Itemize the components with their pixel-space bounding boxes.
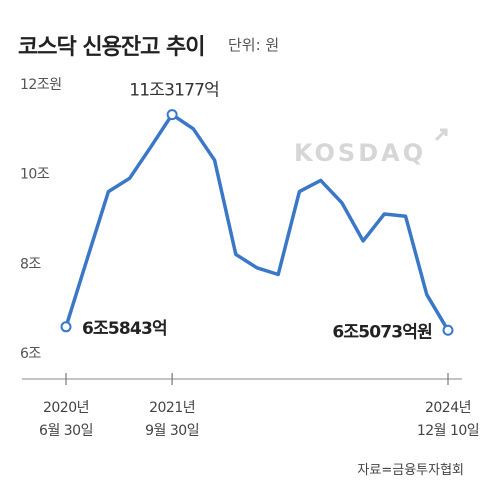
data-label: 6조5843억 <box>82 319 167 339</box>
x-tick-label-year: 2024년 <box>425 400 471 416</box>
x-tick-label-year: 2020년 <box>43 400 89 416</box>
kosdaq-watermark-logo: KOSDAQ <box>294 139 426 167</box>
unit-label: 단위: 원 <box>228 36 280 54</box>
y-tick-label: 12조원 <box>20 77 62 93</box>
data-point-marker <box>442 324 454 336</box>
source-label: 자료=금융투자협회 <box>357 463 464 478</box>
data-point-marker <box>60 321 72 333</box>
y-tick-label: 6조 <box>20 346 41 362</box>
data-label: 11조3177억 <box>129 81 219 101</box>
y-tick-label: 8조 <box>20 256 41 272</box>
x-tick-label-year: 2021년 <box>149 400 195 416</box>
y-tick-label: 10조 <box>20 167 50 183</box>
x-tick-label-date: 6월 30일 <box>39 423 93 439</box>
chart-title: 코스닥 신용잔고 추이 <box>18 35 205 60</box>
data-label: 6조5073억원 <box>332 322 432 342</box>
series-line <box>64 112 450 333</box>
arrow-icon <box>434 128 448 142</box>
x-tick-label-date: 9월 30일 <box>145 423 199 439</box>
x-tick-label-date: 12월 10일 <box>417 423 479 439</box>
data-point-marker <box>166 109 178 121</box>
